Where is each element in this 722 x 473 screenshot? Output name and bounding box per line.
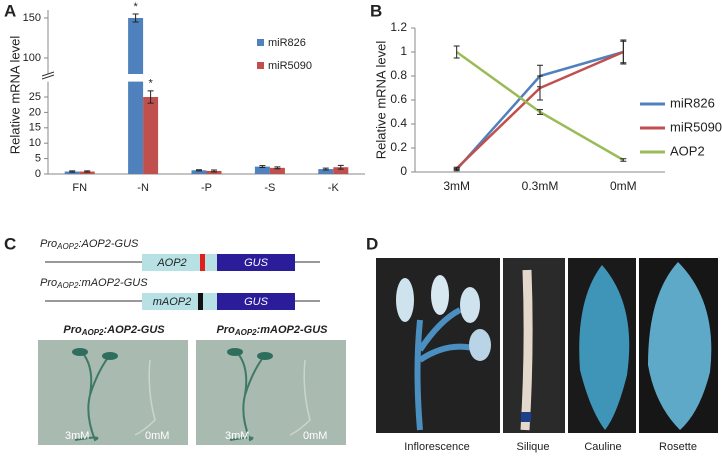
reporter-label: GUS: [244, 296, 269, 308]
panel-letter: B: [370, 1, 382, 20]
photo-label: 0mM: [303, 430, 327, 442]
error-bar: [196, 169, 202, 172]
y-tick-label: 10: [29, 137, 41, 149]
y-tick-label: 20: [29, 106, 41, 118]
x-tick-label: FN: [72, 182, 87, 194]
bar: [333, 167, 349, 174]
photo-label: 0mM: [145, 430, 169, 442]
legend-label: miR5090: [670, 119, 722, 134]
x-tick-label: 0mM: [610, 179, 637, 193]
tissue-label: Cauline: [584, 441, 621, 453]
gene-label: mAOP2: [153, 296, 192, 308]
annotation: *: [133, 1, 138, 13]
error-bar: [147, 90, 154, 104]
error-bar: [69, 170, 76, 173]
tissue-label: Rosette: [659, 441, 697, 453]
bar: [64, 171, 80, 174]
photo-label: 3mM: [225, 430, 249, 442]
y-tick-label: 150: [23, 12, 41, 24]
photo-label: 3mM: [65, 430, 89, 442]
seedling-photo-2: ProAOP2:mAOP2-GUS 3mM 0mM: [196, 324, 346, 445]
x-tick-label: -S: [264, 182, 275, 194]
error-bar: [453, 45, 460, 59]
x-tick-label: -P: [201, 182, 212, 194]
y-tick-label: 15: [29, 122, 41, 134]
error-bar: [132, 13, 139, 23]
bar: [79, 171, 95, 174]
y-tick-label: 0.2: [390, 140, 407, 154]
error-bar: [84, 170, 91, 173]
bar: [191, 170, 207, 174]
photo-caption: ProAOP2:AOP2-GUS: [63, 324, 165, 337]
panel-letter: D: [366, 234, 378, 253]
axis-break: [41, 74, 55, 80]
tissue-photos: [376, 258, 718, 433]
photo-caption: ProAOP2:mAOP2-GUS: [216, 324, 328, 337]
legend-label: miR5090: [268, 60, 312, 72]
error-bar: [620, 40, 627, 64]
y-tick-label: 5: [35, 153, 41, 165]
construct-label: ProAOP2:mAOP2-GUS: [40, 277, 148, 290]
error-bar: [453, 166, 460, 171]
tissue-label: Silique: [516, 441, 549, 453]
legend-swatch: [257, 39, 264, 46]
legend-label: miR826: [268, 37, 306, 49]
panel-letter: A: [4, 1, 16, 20]
annotation: *: [148, 78, 153, 90]
reporter-label: GUS: [244, 257, 269, 269]
panel-letter: C: [4, 234, 16, 253]
bar: [128, 81, 144, 174]
x-tick-label: 0.3mM: [522, 179, 559, 193]
bar: [143, 97, 159, 174]
legend-label: miR826: [670, 95, 715, 110]
bar: [269, 167, 285, 174]
y-tick-label: 25: [29, 91, 41, 103]
gene-label: AOP2: [156, 257, 186, 269]
y-axis-label: Relative mRNA level: [7, 36, 22, 155]
x-tick-label: 3mM: [443, 179, 470, 193]
error-bar: [337, 164, 344, 170]
bar: [206, 170, 222, 174]
y-axis-label: Relative mRNA level: [373, 41, 388, 160]
error-bar: [620, 158, 627, 162]
y-tick-label: 0.4: [390, 116, 407, 130]
tissue-label: Inflorescence: [404, 441, 469, 453]
bar: [318, 169, 334, 174]
construct-1: ProAOP2:AOP2-GUS AOP2 GUS: [40, 238, 320, 271]
error-bar: [537, 75, 543, 101]
error-bar: [537, 109, 543, 115]
y-tick-label: 0: [400, 164, 407, 178]
x-tick-label: -K: [328, 182, 340, 194]
y-tick-label: 1.2: [390, 20, 407, 34]
bar: [254, 166, 270, 174]
y-tick-label: 0.8: [390, 68, 407, 82]
legend-label: AOP2: [670, 143, 705, 158]
legend-swatch: [257, 62, 264, 69]
y-tick-label: 0: [35, 168, 41, 180]
construct-label: ProAOP2:AOP2-GUS: [40, 238, 139, 251]
x-tick-label: -N: [137, 182, 149, 194]
y-tick-label: 0.6: [390, 92, 407, 106]
bar: [128, 18, 144, 74]
y-tick-label: 100: [23, 52, 41, 64]
seedling-photo-1: ProAOP2:AOP2-GUS 3mM 0mM: [38, 324, 188, 445]
error-bar: [322, 167, 329, 171]
construct-2: ProAOP2:mAOP2-GUS mAOP2 GUS: [40, 277, 320, 310]
y-tick-label: 1: [400, 44, 407, 58]
error-bar: [259, 165, 266, 169]
error-bar: [274, 166, 281, 170]
error-bar: [211, 169, 217, 173]
axis-break: [41, 71, 55, 77]
